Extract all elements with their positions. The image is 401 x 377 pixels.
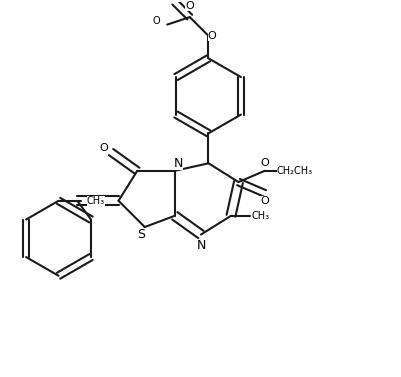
Text: S: S <box>137 228 145 241</box>
Text: O: O <box>207 31 216 41</box>
Text: CH₃: CH₃ <box>87 196 105 206</box>
Text: O: O <box>260 158 268 168</box>
Text: O: O <box>185 1 194 11</box>
Text: O: O <box>99 143 107 153</box>
Text: O: O <box>152 16 160 26</box>
Text: N: N <box>196 239 205 252</box>
Text: O: O <box>88 196 96 206</box>
Text: CH₂CH₃: CH₂CH₃ <box>276 166 312 176</box>
Text: CH₃: CH₃ <box>251 211 269 221</box>
Text: O: O <box>260 196 268 206</box>
Text: N: N <box>173 157 183 170</box>
